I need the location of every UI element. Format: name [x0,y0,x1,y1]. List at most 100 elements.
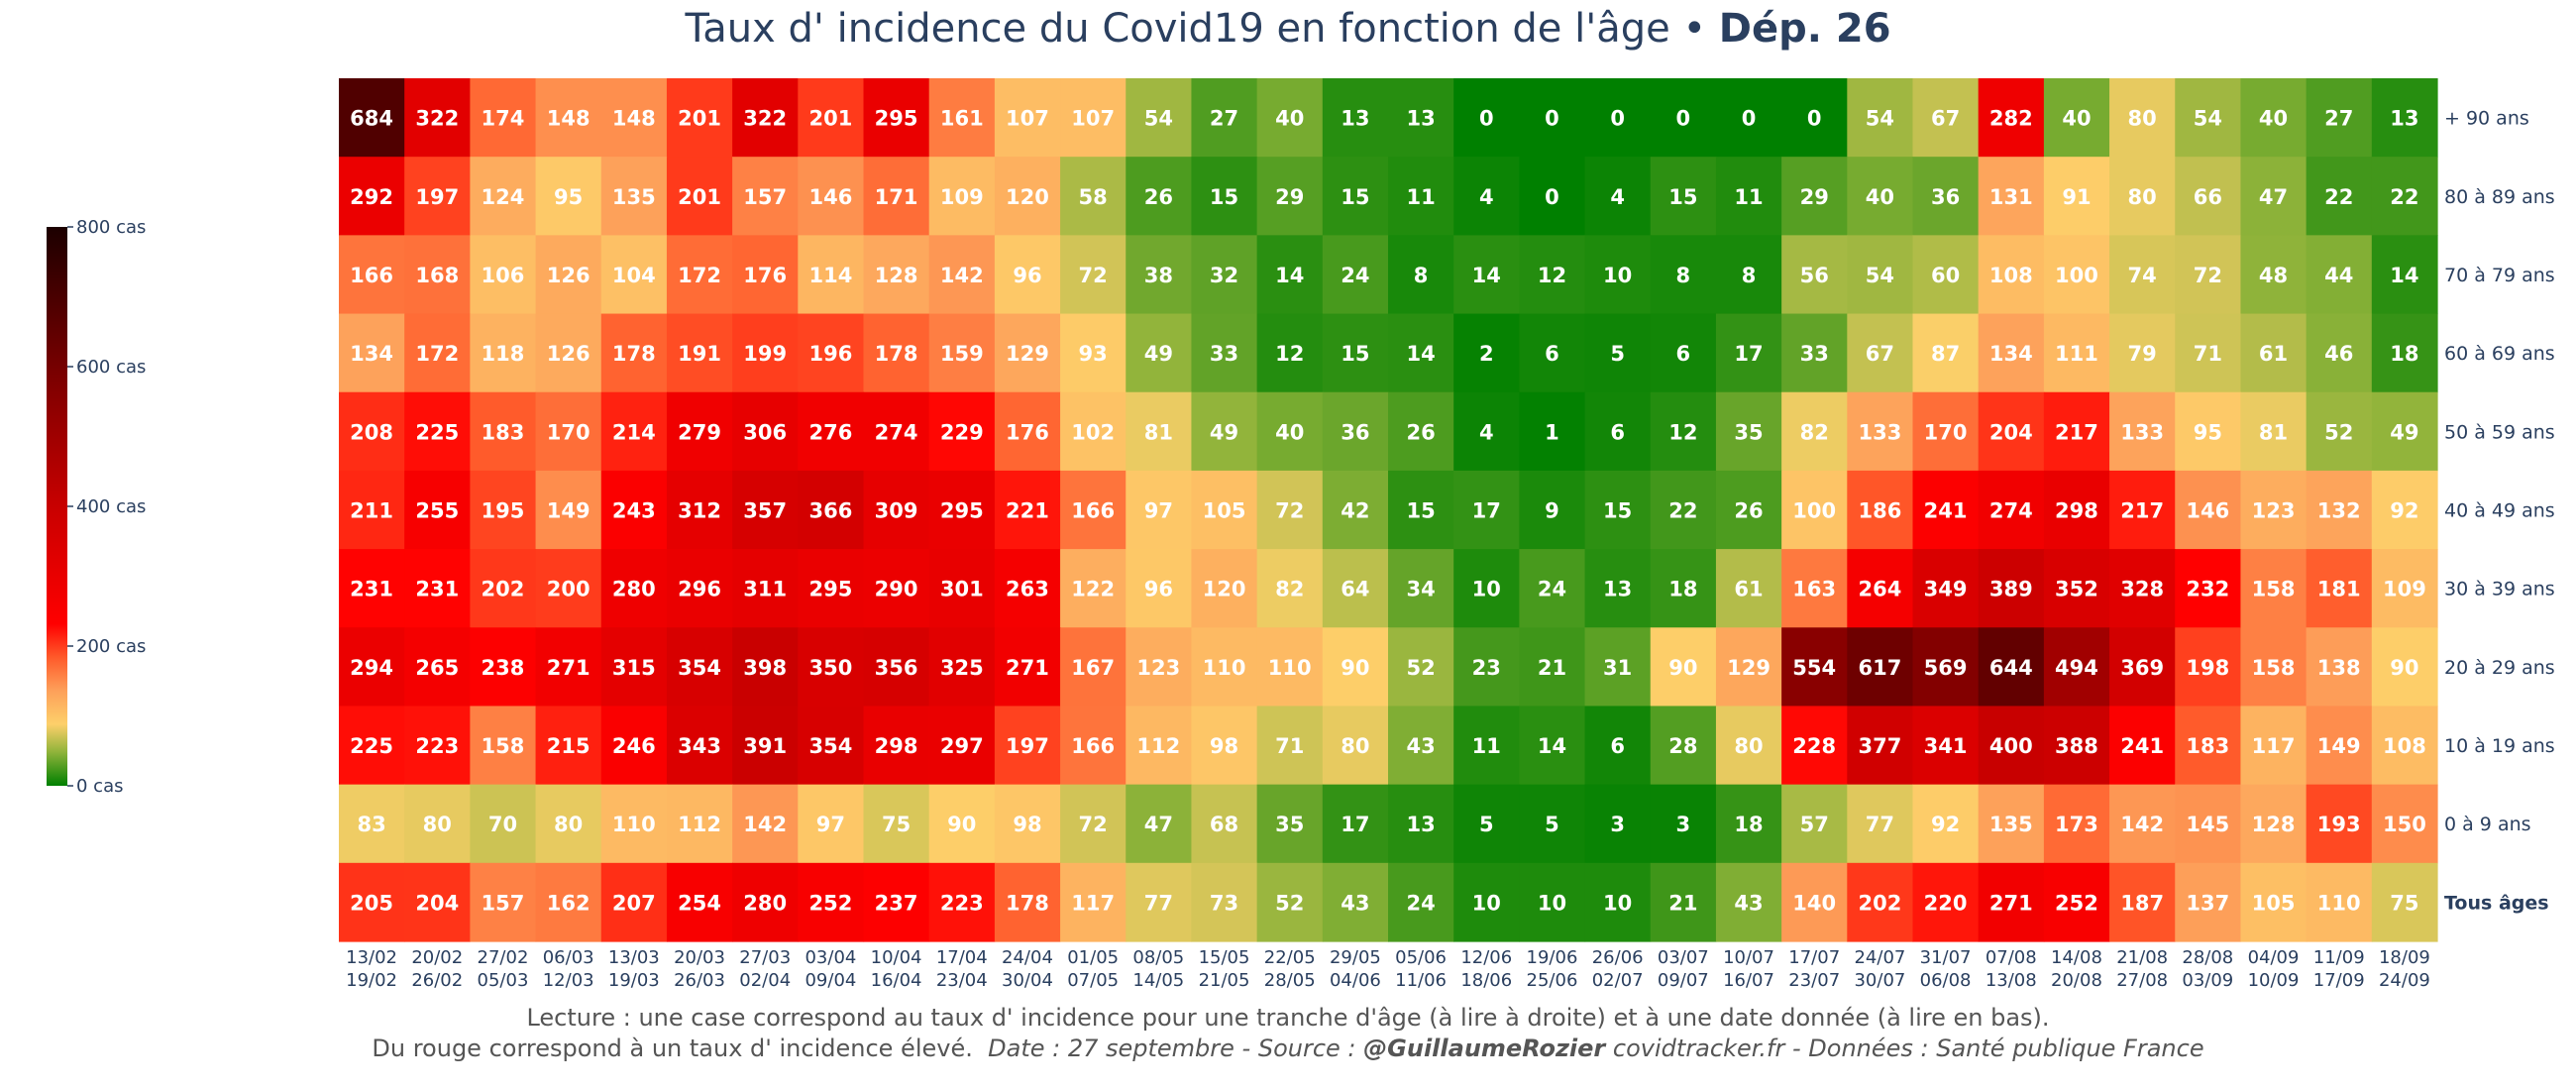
heatmap-cell [666,862,733,942]
heatmap-cell [1650,313,1717,393]
cell-value: 54 [2194,107,2222,131]
cell-value: 40 [2259,107,2288,131]
heatmap-cell [863,78,930,158]
heatmap-cell [928,470,996,550]
heatmap-cell [798,391,865,472]
cell-value: 11 [1472,734,1501,758]
cell-value: 32 [1210,264,1238,287]
cell-value: 297 [940,734,984,758]
heatmap-cell [798,313,865,393]
heatmap-cell [1126,313,1193,393]
heatmap-cell [470,235,537,315]
cell-value: 90 [1341,656,1369,680]
heatmap-cell [339,78,405,158]
heatmap-cell [339,627,405,708]
heatmap-cell [1847,627,1914,708]
y-axis-label: 40 à 49 ans [2444,500,2555,522]
heatmap-cell [404,78,471,158]
heatmap-cell [1847,784,1914,864]
cell-value: 87 [1931,342,1960,366]
heatmap-cell [994,862,1061,942]
x-axis-label-end: 23/04 [936,970,988,991]
heatmap-cell [1978,157,2045,236]
cell-value: 21 [1538,656,1566,680]
cell-value: 22 [2324,185,2353,209]
heatmap-cell [1584,391,1652,472]
heatmap-cell [2371,470,2438,550]
cell-value: 369 [2120,656,2164,680]
heatmap-cell [732,78,799,158]
heatmap-cell [1191,235,1258,315]
heatmap-cell [732,470,799,550]
cell-value: 684 [350,107,393,131]
heatmap-cell [535,391,602,472]
heatmap-cell [1388,391,1454,472]
heatmap-cell [339,470,405,550]
cell-value: 129 [1727,656,1771,680]
cell-value: 617 [1858,656,1901,680]
y-axis-label: Tous âges [2444,892,2549,914]
cell-value: 241 [2120,734,2164,758]
heatmap-cell [666,470,733,550]
heatmap-cell [600,784,668,864]
cell-value: 225 [415,420,459,444]
heatmap-cell [798,549,865,628]
heatmap-cell [1978,627,2045,708]
cell-value: 290 [875,578,918,601]
heatmap-cell [1060,706,1127,786]
cell-value: 6 [1610,734,1625,758]
heatmap-cell [2109,157,2176,236]
heatmap-cell [732,862,799,942]
heatmap-cell [2371,862,2438,942]
heatmap-cell [470,470,537,550]
cell-value: 3 [1676,813,1691,836]
heatmap-cell [798,862,865,942]
heatmap-cell [1256,549,1324,628]
cell-value: 133 [1858,420,1901,444]
cell-value: 349 [1924,578,1968,601]
cell-value: 569 [1924,656,1968,680]
x-axis-label-start: 12/06 [1460,947,1512,968]
cell-value: 215 [547,734,590,758]
heatmap-cell [1256,157,1324,236]
x-axis-label-start: 13/03 [608,947,660,968]
cell-value: 105 [1203,499,1246,523]
heatmap-cell [1191,391,1258,472]
heatmap-cell [798,784,865,864]
heatmap-cell [1191,470,1258,550]
heatmap-cell [1519,627,1586,708]
cell-value: 178 [875,342,918,366]
cell-value: 106 [482,264,525,287]
heatmap-cell [1322,627,1389,708]
cell-value: 142 [940,264,984,287]
cell-value: 47 [2259,185,2288,209]
cell-value: 217 [2055,420,2098,444]
cell-value: 108 [2383,734,2426,758]
colorbar-tick-label: 200 cas [76,636,146,657]
cell-value: 13 [1406,107,1435,131]
cell-value: 176 [1006,420,1049,444]
cell-value: 311 [743,578,787,601]
heatmap-cell [928,862,996,942]
cell-value: 17 [1472,499,1501,523]
heatmap-cell [1650,78,1717,158]
heatmap-cell [1912,706,1980,786]
heatmap-cell [1191,157,1258,236]
cell-value: 82 [1275,578,1304,601]
heatmap-cell [2371,391,2438,472]
cell-value: 77 [1144,891,1173,915]
x-axis-label-start: 14/08 [2051,947,2102,968]
heatmap-cell [863,235,930,315]
cell-value: 214 [612,420,656,444]
cell-value: 0 [1676,107,1691,131]
cell-value: 61 [2259,342,2288,366]
heatmap-cell [2043,157,2110,236]
heatmap-cell [666,391,733,472]
heatmap-cell [1126,862,1193,942]
cell-value: 187 [2120,891,2164,915]
heatmap-cell [2371,784,2438,864]
heatmap-cell [1584,627,1652,708]
heatmap-cell [1126,391,1193,472]
heatmap-cell [2240,235,2308,315]
x-axis-label-start: 07/08 [1986,947,2037,968]
